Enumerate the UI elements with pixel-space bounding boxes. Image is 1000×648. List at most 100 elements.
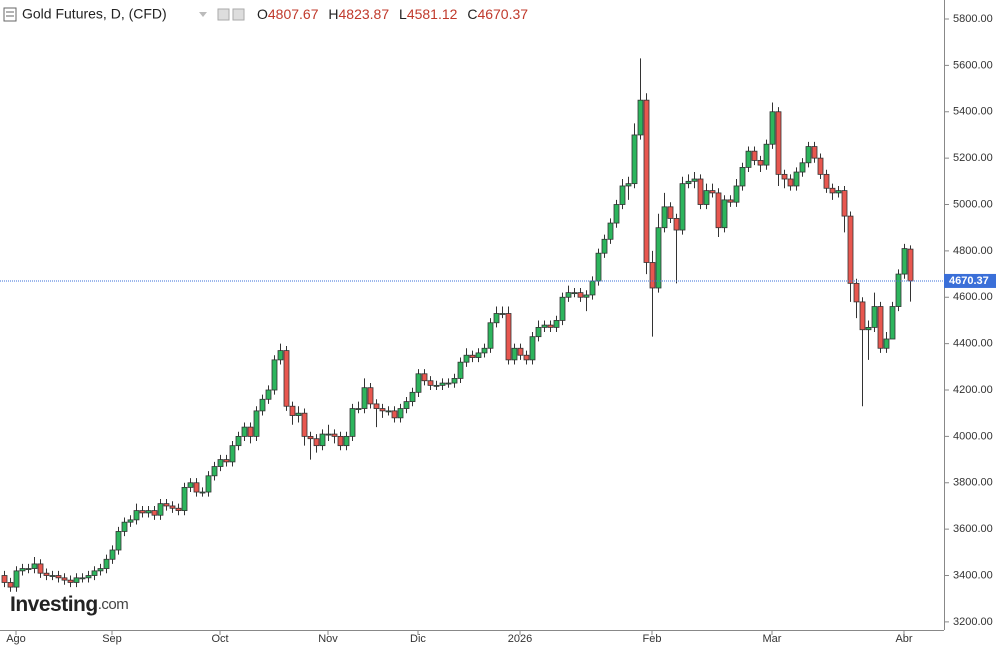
candle-body: [403, 401, 410, 409]
candle-body: [373, 403, 380, 409]
candle-body: [649, 262, 656, 289]
candle-body: [577, 292, 584, 298]
candle-body: [877, 306, 884, 349]
candle-body: [1, 575, 8, 583]
candle-body: [13, 570, 20, 588]
y-tick-label: 5600.00: [953, 59, 993, 71]
candle-body: [25, 568, 32, 570]
candle-body: [283, 350, 290, 407]
y-tick-label: 4400.00: [953, 338, 993, 350]
candle-body: [541, 324, 548, 328]
candle-body: [229, 445, 236, 463]
candle-body: [163, 503, 170, 507]
candle-body: [559, 296, 566, 321]
candle-body: [457, 361, 464, 379]
candle-body: [505, 313, 512, 361]
candle-body: [805, 146, 812, 164]
candle-body: [79, 577, 86, 580]
candle-body: [583, 294, 590, 298]
candle-body: [859, 301, 866, 331]
candle-body: [703, 190, 710, 205]
settings-icon[interactable]: [217, 8, 230, 21]
candle-body: [565, 292, 572, 298]
ohlc-label: L: [399, 6, 407, 22]
candle-body: [205, 475, 212, 493]
candle-body: [547, 324, 554, 328]
hide-icon[interactable]: [232, 8, 245, 21]
candle-body: [487, 322, 494, 349]
ohlc-value: 4581.12: [407, 6, 458, 22]
y-tick-label: 5000.00: [953, 198, 993, 210]
candle-body: [73, 577, 80, 583]
candle-body: [61, 577, 68, 581]
candle-body: [679, 183, 686, 231]
candle-body: [355, 408, 362, 410]
candle-body: [181, 486, 188, 511]
candle-body: [889, 306, 896, 340]
candle-body: [409, 391, 416, 403]
candle-body: [439, 382, 446, 386]
candle-body: [607, 222, 614, 240]
candle-body: [883, 338, 890, 349]
candle-body: [157, 503, 164, 516]
candle-body: [523, 354, 530, 361]
candle-body: [613, 204, 620, 224]
candle-body: [661, 206, 668, 229]
candle-body: [445, 382, 452, 385]
x-tick-label: Abr: [895, 633, 912, 645]
candle-body: [115, 531, 122, 551]
candle-body: [451, 378, 458, 384]
candle-body: [625, 183, 632, 187]
x-tick-label: Nov: [318, 633, 338, 645]
candle-body: [265, 389, 272, 400]
candle-body: [241, 426, 248, 437]
candle-body: [331, 433, 338, 437]
candle-body: [847, 215, 854, 284]
candle-body: [535, 327, 542, 338]
candle-body: [769, 111, 776, 145]
x-tick-label: Ago: [6, 633, 26, 645]
candle-body: [301, 412, 308, 437]
watermark-suffix: .com: [98, 596, 129, 613]
x-tick-label: Feb: [643, 633, 662, 645]
x-tick-label: Oct: [211, 633, 228, 645]
candle-body: [727, 199, 734, 203]
candle-body: [7, 582, 14, 588]
candle-body: [235, 435, 242, 447]
last-price-tag: [944, 273, 996, 288]
candle-body: [349, 408, 356, 437]
candle-body: [871, 306, 878, 328]
candle-body: [223, 459, 230, 463]
candle-body: [673, 218, 680, 231]
x-tick-label: Dic: [410, 633, 426, 645]
y-tick-label: 4000.00: [953, 430, 993, 442]
candle-body: [421, 373, 428, 382]
candle-body: [67, 579, 74, 583]
candle-body: [529, 336, 536, 361]
ohlc-readout: O4807.67 H4823.87 L4581.12 C4670.37: [257, 6, 528, 22]
candle-body: [817, 157, 824, 175]
y-tick-label: 4200.00: [953, 384, 993, 396]
candle-body: [715, 192, 722, 229]
candle-body: [367, 387, 374, 405]
candle-body: [49, 575, 56, 577]
candle-body: [553, 320, 560, 328]
candle-body: [499, 313, 506, 315]
candle-body: [793, 171, 800, 187]
candle-body: [127, 519, 134, 523]
menu-icon[interactable]: [3, 7, 17, 22]
candle-body: [91, 570, 98, 576]
candle-body: [289, 405, 296, 416]
ohlc-label: C: [467, 6, 477, 22]
candle-body: [709, 190, 716, 194]
ohlc-value: 4670.37: [477, 6, 528, 22]
ohlc-label: H: [328, 6, 338, 22]
candle-body: [907, 248, 914, 282]
candle-body: [217, 459, 224, 467]
candle-body: [145, 510, 152, 514]
candle-body: [637, 99, 644, 136]
y-tick-label: 5400.00: [953, 106, 993, 118]
dropdown-arrow[interactable]: [199, 12, 207, 17]
candle-body: [469, 354, 476, 358]
